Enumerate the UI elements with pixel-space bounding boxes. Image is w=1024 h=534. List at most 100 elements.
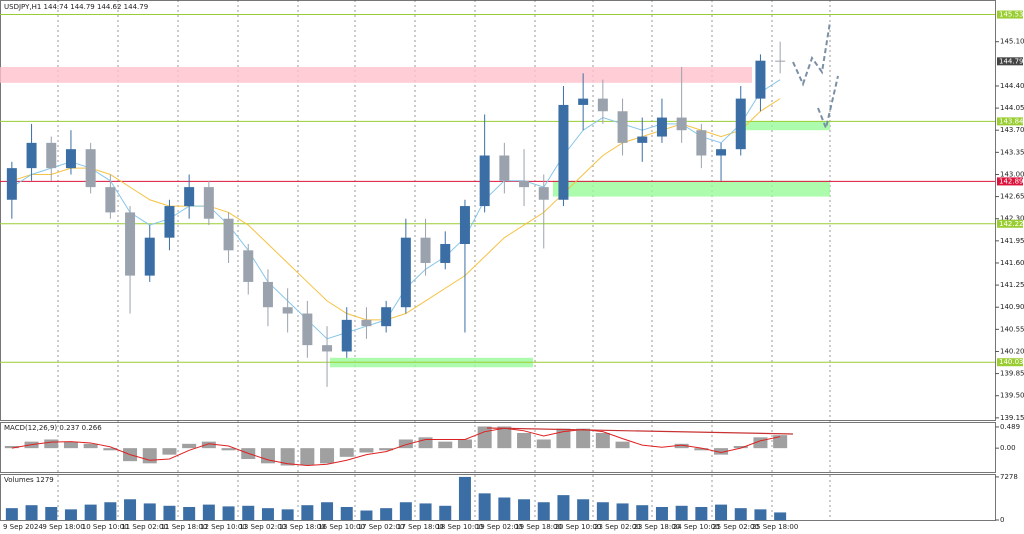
- macd-bar: [556, 428, 571, 449]
- volume-bar: [25, 505, 38, 520]
- volume-bar: [458, 476, 471, 520]
- zone: [553, 180, 830, 197]
- ma-slow: [11, 98, 781, 321]
- macd-bar: [339, 448, 354, 457]
- level-label: 142.22: [999, 220, 1024, 228]
- macd-bar: [595, 432, 610, 449]
- volume-bar: [399, 502, 412, 520]
- volume-bar: [5, 508, 18, 520]
- volume-bar: [754, 509, 767, 520]
- x-tick-label: 19 Sep 02:00: [476, 523, 523, 531]
- level-label: 143.84: [999, 117, 1024, 125]
- x-tick-label: 13 Sep 02:00: [239, 523, 286, 531]
- ma-fast: [11, 79, 781, 340]
- y-tick-label: 145.10: [1000, 38, 1024, 46]
- candle-body: [144, 237, 155, 276]
- volume-bar: [143, 503, 156, 520]
- level-label: 145.53: [999, 11, 1024, 19]
- volume-bar: [242, 505, 255, 520]
- last-price-tag: [997, 57, 1023, 66]
- time-grid: [57, 0, 831, 520]
- y-tick-label: 143.00: [1000, 170, 1024, 178]
- zone: [740, 121, 830, 131]
- candle-body: [656, 117, 667, 137]
- macd-bar: [615, 441, 630, 449]
- volume-bar: [360, 510, 373, 520]
- volume-bar: [439, 505, 452, 520]
- zone: [0, 67, 752, 83]
- volume-bar: [478, 493, 491, 520]
- y-tick-label: 139.15: [1000, 414, 1024, 422]
- x-tick-label: 25 Sep 18:00: [752, 523, 799, 531]
- y-tick-label: 7278: [1000, 473, 1018, 481]
- y-tick-label: 0.00: [1000, 444, 1016, 452]
- volume-bar: [518, 499, 531, 520]
- volume-bar: [655, 506, 668, 520]
- volume-bar: [616, 503, 629, 520]
- volume-bar: [104, 502, 117, 520]
- candle-body: [46, 142, 57, 169]
- volume-bar: [301, 505, 314, 520]
- macd-bar: [379, 448, 394, 451]
- y-tick-label: 141.95: [1000, 237, 1024, 245]
- macd-bar: [477, 426, 492, 449]
- y-tick-label: 141.25: [1000, 281, 1024, 289]
- x-tick-label: 10 Sep 10:00: [82, 523, 129, 531]
- candle-body: [223, 218, 234, 251]
- level-tag: [997, 10, 1023, 19]
- candle-body: [184, 187, 195, 207]
- candle-body: [105, 187, 116, 213]
- macd-bar: [517, 432, 532, 449]
- x-tick-label: 9 Sep 2024: [3, 523, 43, 531]
- macd-bar: [63, 441, 78, 449]
- candle-body: [262, 281, 273, 308]
- macd-bar: [260, 448, 275, 464]
- candle-body: [499, 155, 510, 181]
- macd-bar: [320, 448, 335, 464]
- candle-body: [617, 111, 628, 143]
- y-tick-label: 144.05: [1000, 104, 1024, 112]
- macd-bar: [438, 441, 453, 449]
- macd-bar: [300, 448, 315, 466]
- macd-bar: [221, 448, 236, 451]
- candle-body: [696, 130, 707, 156]
- volume-bar: [380, 508, 393, 520]
- candle-body: [459, 206, 470, 245]
- candle-body: [164, 206, 175, 238]
- x-tick-label: 13 Sep 18:00: [279, 523, 326, 531]
- candle-body: [519, 180, 530, 188]
- y-tick-label: 139.50: [1000, 392, 1024, 400]
- volume-bar: [715, 504, 728, 520]
- candle-body: [6, 168, 17, 200]
- macd-bar: [576, 428, 591, 449]
- volume-bar: [537, 502, 550, 520]
- macd-bar: [418, 437, 433, 449]
- volume-bar: [261, 508, 274, 520]
- macd-title: MACD(12,26,9) 0.237 0.266: [4, 424, 102, 432]
- y-tick-label: 140.20: [1000, 347, 1024, 355]
- volume-bar: [45, 506, 58, 520]
- macd-bar: [457, 439, 472, 449]
- volume-bar: [281, 509, 294, 520]
- divergence-line: [486, 427, 794, 435]
- candle-body: [755, 60, 766, 99]
- x-tick-label: 17 Sep 02:00: [358, 523, 405, 531]
- forecast-arrows: [792, 21, 839, 132]
- axis-bg: [996, 1, 1024, 421]
- volume-bar: [124, 499, 137, 520]
- candle-body: [381, 307, 392, 327]
- volume-bar: [340, 506, 353, 520]
- level-label: 142.89: [999, 177, 1024, 185]
- y-tick-label: 142.65: [1000, 193, 1024, 201]
- macd-bar: [182, 443, 197, 449]
- y-tick-label: 0: [1000, 516, 1004, 524]
- x-tick-label: 16 Sep 10:00: [318, 523, 365, 531]
- y-tick-label: 140.55: [1000, 325, 1024, 333]
- candle-body: [85, 149, 96, 188]
- volume-title: Volumes 1279: [4, 476, 54, 484]
- candle-body: [735, 98, 746, 150]
- volume-bar: [774, 512, 787, 520]
- level-label: 140.03: [999, 358, 1024, 366]
